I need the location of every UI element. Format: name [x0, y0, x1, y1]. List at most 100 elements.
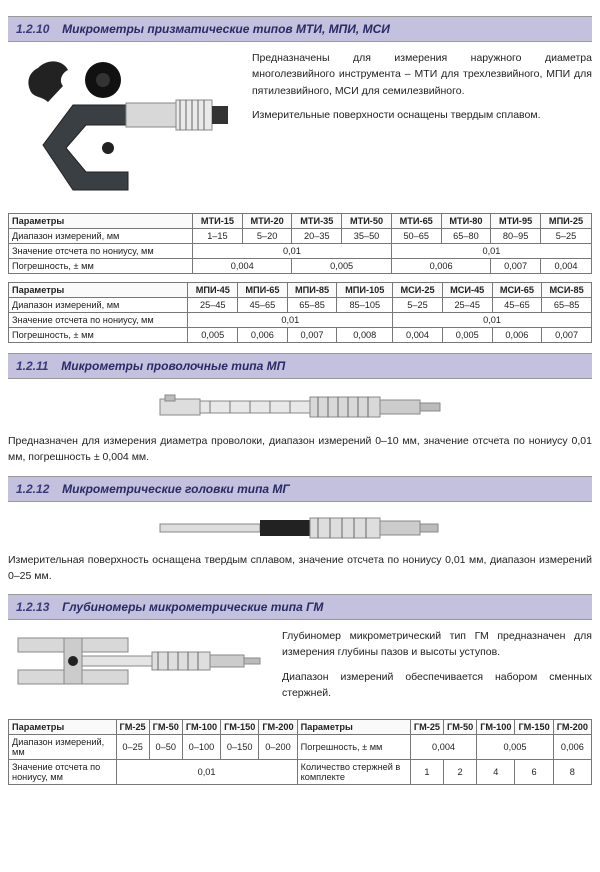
td: 4 — [477, 760, 515, 785]
td: 0,004 — [540, 259, 591, 274]
td: Погрешность, ± мм — [9, 259, 193, 274]
td: 0,01 — [193, 244, 392, 259]
td: 25–45 — [188, 298, 238, 313]
depth-micrometer-image — [8, 628, 268, 701]
th: ГМ-200 — [553, 720, 591, 735]
th: МПИ-65 — [238, 283, 288, 298]
section-number: 1.2.12 — [16, 482, 49, 496]
prismatic-micrometer-image — [8, 50, 238, 203]
td: 0–200 — [259, 735, 297, 760]
td: 0,008 — [337, 328, 393, 343]
td: Значение отсчета по нониусу, мм — [9, 313, 188, 328]
section-heading-1211: 1.2.11 Микрометры проволочные типа МП — [8, 353, 592, 379]
td: Количество стержней в комплекте — [297, 760, 410, 785]
td: Значение отсчета по нониусу, мм — [9, 244, 193, 259]
th: Параметры — [9, 214, 193, 229]
th: МТИ-80 — [441, 214, 491, 229]
td: 0,005 — [292, 259, 391, 274]
td: 65–80 — [441, 229, 491, 244]
table-1210-b: Параметры МПИ-45 МПИ-65 МПИ-85 МПИ-105 М… — [8, 282, 592, 343]
td: 20–35 — [292, 229, 342, 244]
td: 0,007 — [542, 328, 592, 343]
td: 0,006 — [238, 328, 288, 343]
td: 45–65 — [492, 298, 542, 313]
table-1210-a: Параметры МТИ-15 МТИ-20 МТИ-35 МТИ-50 МТ… — [8, 213, 592, 274]
para: Измерительная поверхность оснащена тверд… — [8, 552, 592, 585]
para: Измерительные поверхности оснащены тверд… — [252, 107, 592, 123]
section-number: 1.2.10 — [16, 22, 49, 36]
th: МПИ-25 — [540, 214, 591, 229]
section-number: 1.2.13 — [16, 600, 49, 614]
td: 5–25 — [540, 229, 591, 244]
section-heading-1210: 1.2.10 Микрометры призматические типов М… — [8, 16, 592, 42]
para: Предназначены для измерения наружного ди… — [252, 50, 592, 99]
td: 0,01 — [116, 760, 297, 785]
th: Параметры — [9, 720, 117, 735]
td: 0,006 — [553, 735, 591, 760]
td: 25–45 — [442, 298, 492, 313]
wire-micrometer-image — [8, 387, 592, 427]
td: 80–95 — [491, 229, 541, 244]
td: Диапазон измерений, мм — [9, 229, 193, 244]
td: 0,004 — [410, 735, 476, 760]
table-row: Диапазон измерений, мм 25–45 45–65 65–85… — [9, 298, 592, 313]
td: 2 — [444, 760, 477, 785]
micrometer-head-image — [8, 510, 592, 546]
th: МСИ-85 — [542, 283, 592, 298]
table-row: Диапазон измерений, мм 1–15 5–20 20–35 3… — [9, 229, 592, 244]
td: 0,004 — [393, 328, 443, 343]
td: 0,007 — [491, 259, 541, 274]
td: 6 — [515, 760, 553, 785]
td: 0–50 — [149, 735, 182, 760]
td: 0,01 — [188, 313, 393, 328]
section-1213-text: Глубиномер микрометрический тип ГМ предн… — [282, 628, 592, 709]
th: МСИ-65 — [492, 283, 542, 298]
td: 0,005 — [188, 328, 238, 343]
section-heading-1213: 1.2.13 Глубиномеры микрометрические типа… — [8, 594, 592, 620]
th: МТИ-95 — [491, 214, 541, 229]
th: Параметры — [9, 283, 188, 298]
para: Предназначен для измерения диаметра пров… — [8, 433, 592, 466]
td: 85–105 — [337, 298, 393, 313]
table-row: Значение отсчета по нониусу, мм 0,01 0,0… — [9, 244, 592, 259]
td: 65–85 — [542, 298, 592, 313]
section-1213-body: Глубиномер микрометрический тип ГМ предн… — [8, 628, 592, 709]
td: Диапазон измерений, мм — [9, 735, 117, 760]
td: 8 — [553, 760, 591, 785]
section-title: Глубиномеры микрометрические типа ГМ — [62, 600, 323, 614]
td: 5–25 — [393, 298, 443, 313]
td: 50–65 — [391, 229, 441, 244]
td: Погрешность, ± мм — [9, 328, 188, 343]
th: ГМ-150 — [515, 720, 553, 735]
section-title: Микрометры призматические типов МТИ, МПИ… — [62, 22, 390, 36]
th: МТИ-15 — [193, 214, 243, 229]
th: МПИ-105 — [337, 283, 393, 298]
td: 65–85 — [287, 298, 337, 313]
section-title: Микрометры проволочные типа МП — [61, 359, 285, 373]
table-row: Значение отсчета по нониусу, мм 0,01 Кол… — [9, 760, 592, 785]
td: 0,006 — [492, 328, 542, 343]
th: МТИ-65 — [391, 214, 441, 229]
section-1210-text: Предназначены для измерения наружного ди… — [252, 50, 592, 131]
td: 0,005 — [442, 328, 492, 343]
th: МПИ-85 — [287, 283, 337, 298]
th: МСИ-45 — [442, 283, 492, 298]
td: 35–50 — [342, 229, 392, 244]
td: 1–15 — [193, 229, 243, 244]
td: 5–20 — [242, 229, 292, 244]
th: ГМ-200 — [259, 720, 297, 735]
td: 0,01 — [391, 244, 591, 259]
th: ГМ-50 — [444, 720, 477, 735]
td: 0,004 — [193, 259, 292, 274]
td: 0–150 — [221, 735, 259, 760]
table-row: Погрешность, ± мм 0,004 0,005 0,006 0,00… — [9, 259, 592, 274]
catalog-page: 1.2.10 Микрометры призматические типов М… — [0, 0, 600, 803]
td: 0,005 — [477, 735, 554, 760]
table-row: Диапазон измерений, мм 0–25 0–50 0–100 0… — [9, 735, 592, 760]
td: 0,01 — [393, 313, 592, 328]
th: МТИ-20 — [242, 214, 292, 229]
th: ГМ-100 — [182, 720, 220, 735]
para: Диапазон измерений обеспечивается наборо… — [282, 669, 592, 702]
th: ГМ-50 — [149, 720, 182, 735]
table-row: Значение отсчета по нониусу, мм 0,01 0,0… — [9, 313, 592, 328]
